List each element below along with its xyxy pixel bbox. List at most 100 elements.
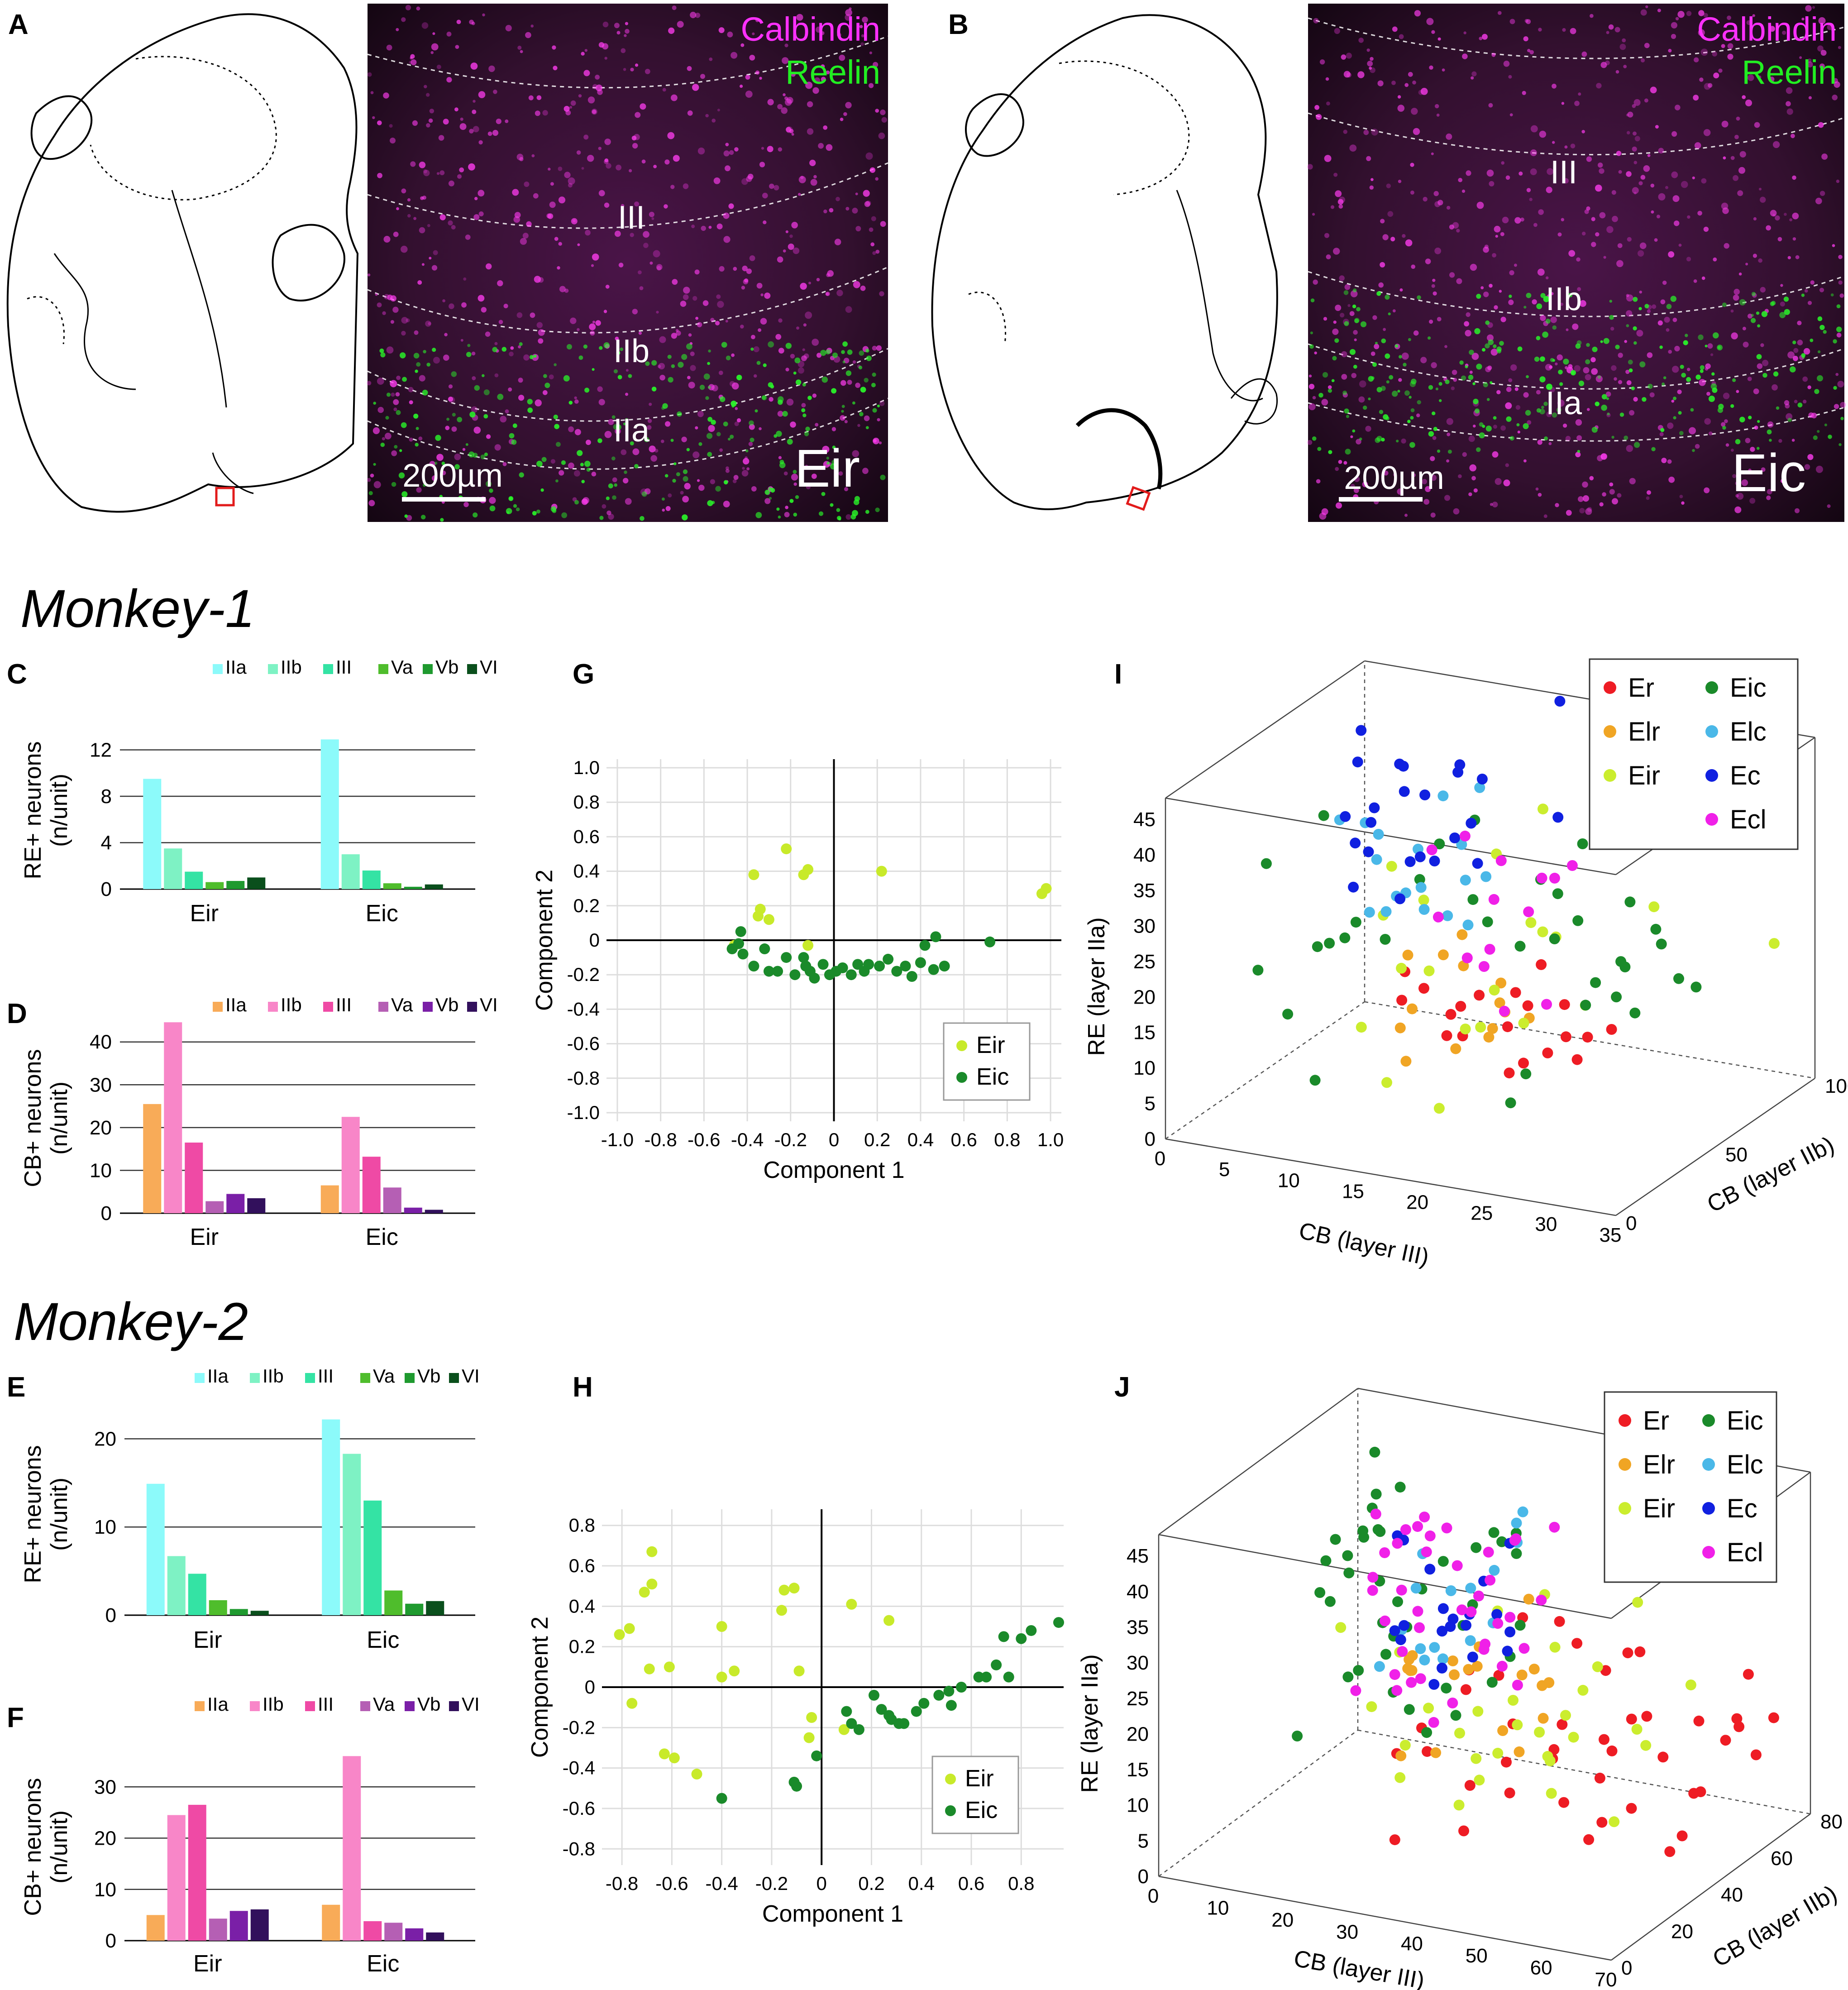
calbindin-cell	[1590, 14, 1594, 18]
calbindin-cell	[1672, 195, 1680, 202]
calbindin-cell	[1325, 77, 1329, 81]
bar-eic-iii	[362, 1157, 381, 1213]
point-ecl	[1367, 1572, 1379, 1583]
reelin-cell	[778, 515, 781, 519]
point-eic	[1312, 941, 1323, 952]
calbindin-cell	[1780, 284, 1783, 287]
x-tick-label: 0.2	[858, 1873, 884, 1894]
reelin-cell	[1634, 442, 1640, 448]
x-tick-label: 35	[1600, 1224, 1622, 1246]
reelin-cell	[489, 505, 496, 512]
calbindin-cell	[520, 238, 527, 245]
calbindin-cell	[1494, 225, 1501, 233]
calbindin-cell	[701, 225, 706, 231]
calbindin-cell	[870, 242, 875, 247]
point-er	[1664, 1846, 1676, 1857]
point-elr	[1528, 1664, 1540, 1675]
calbindin-cell	[731, 52, 738, 59]
calbindin-cell	[1612, 215, 1618, 222]
calbindin-cell	[1644, 43, 1650, 48]
calbindin-cell	[1382, 234, 1389, 240]
calbindin-cell	[525, 32, 531, 38]
point-eir	[1492, 1747, 1504, 1759]
calbindin-cell	[368, 500, 375, 507]
calbindin-cell	[608, 513, 614, 520]
calbindin-cell	[1713, 257, 1717, 262]
calbindin-cell	[1433, 191, 1439, 196]
calbindin-cell	[391, 450, 397, 456]
category-label: Eic	[366, 1224, 398, 1250]
y-tick-label: 10	[94, 1879, 116, 1901]
reelin-cell	[730, 435, 734, 439]
calbindin-cell	[1671, 399, 1675, 403]
calbindin-cell	[1574, 365, 1581, 372]
y-tick-label: 0.4	[573, 861, 600, 882]
point-ec	[1491, 1609, 1503, 1620]
reelin-cell	[1428, 431, 1434, 437]
reelin-cell	[1591, 426, 1598, 433]
pca-scatter-h: H-0.8 -0.6 -0.4 -0.2 0 0.2 0.4 0.6 0.80.80.60.40…	[527, 1372, 1064, 1927]
calbindin-cell	[1650, 183, 1655, 188]
reelin-cell	[865, 426, 869, 430]
calbindin-cell	[671, 333, 677, 339]
reelin-cell	[1410, 408, 1415, 412]
calbindin-cell	[1694, 57, 1699, 62]
calbindin-cell	[367, 72, 372, 77]
reelin-cell	[644, 437, 649, 442]
calbindin-cell	[710, 479, 715, 484]
point-eir	[644, 1663, 655, 1674]
point-ecl	[1397, 1646, 1408, 1657]
calbindin-cell	[1626, 445, 1633, 452]
point-ec	[1392, 1530, 1403, 1541]
legend-label: III	[336, 994, 352, 1015]
calbindin-cell	[1721, 422, 1726, 427]
reelin-cell	[832, 352, 838, 358]
calbindin-cell	[826, 292, 830, 296]
calbindin-cell	[436, 454, 444, 461]
point-ec	[1472, 858, 1483, 869]
box-edge	[1165, 660, 1365, 799]
calbindin-cell	[390, 138, 396, 144]
calbindin-cell	[1742, 95, 1746, 99]
calbindin-cell	[519, 157, 524, 162]
calbindin-cell	[1568, 250, 1576, 257]
calbindin-cell	[859, 25, 863, 29]
calbindin-cell	[687, 110, 693, 116]
calbindin-cell	[414, 330, 419, 335]
point-eic	[928, 964, 939, 975]
legend-label: IIa	[207, 1365, 229, 1387]
calbindin-cell	[831, 427, 836, 431]
calbindin-cell	[1703, 226, 1709, 232]
point-eir	[1433, 1103, 1445, 1114]
point-eir	[1648, 901, 1660, 913]
point-ec	[1437, 1603, 1449, 1614]
point-er	[1622, 1647, 1633, 1659]
reelin-cell	[795, 495, 799, 499]
calbindin-cell	[875, 249, 880, 254]
calbindin-cell	[1633, 131, 1637, 136]
reelin-cell	[661, 406, 665, 410]
point-eic	[772, 966, 783, 977]
calbindin-cell	[1539, 130, 1547, 138]
calbindin-cell	[862, 468, 869, 474]
box-edge	[1158, 1534, 1612, 1619]
reelin-cell	[402, 377, 407, 382]
legend-marker	[945, 1805, 956, 1816]
calbindin-cell	[494, 342, 498, 345]
reelin-cell	[1359, 437, 1362, 441]
calbindin-cell	[427, 224, 430, 227]
scalebar-b	[1339, 497, 1423, 502]
calbindin-cell	[769, 397, 774, 402]
calbindin-cell	[377, 120, 382, 125]
calbindin-cell	[522, 233, 529, 239]
calbindin-cell	[1657, 320, 1663, 326]
calbindin-cell	[638, 270, 642, 274]
y-tick-label: -0.8	[563, 1838, 595, 1859]
point-eic	[984, 936, 996, 947]
calbindin-cell	[533, 193, 539, 199]
calbindin-cell	[542, 110, 548, 116]
calbindin-cell	[1595, 232, 1600, 237]
calbindin-cell	[419, 162, 426, 168]
calbindin-cell	[449, 303, 454, 309]
